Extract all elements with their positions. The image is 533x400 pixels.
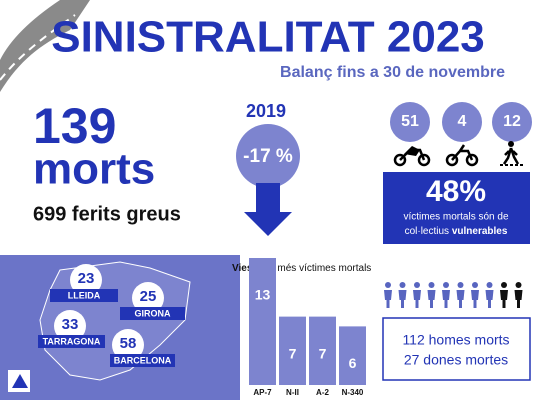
province-label-box: [50, 289, 118, 302]
vulnerable-text: col·lectius vulnerables: [405, 226, 508, 237]
person-body: [456, 290, 465, 308]
bar-value: 13: [255, 287, 271, 303]
change: -17 %: [243, 146, 293, 167]
person-body: [398, 290, 407, 308]
person-head: [385, 282, 391, 288]
bar-value: 7: [289, 345, 297, 361]
group-count: 51: [401, 113, 419, 130]
person-head: [414, 282, 420, 288]
person-head: [515, 282, 522, 288]
person-body: [485, 290, 494, 308]
injured: 699 ferits greus: [33, 203, 181, 225]
bar-value: 7: [319, 345, 327, 361]
province-label-box: [38, 335, 105, 348]
vulnerable-text: col·lectius: [405, 226, 449, 237]
person-body: [442, 290, 450, 308]
group-count: 12: [503, 113, 521, 130]
chart-title: Vies amb més víctimes mortals: [232, 263, 371, 274]
bar: [309, 316, 336, 385]
person-head: [472, 282, 478, 288]
vulnerable-box: [383, 172, 530, 244]
province-count: 58: [120, 335, 137, 352]
group-count: 4: [458, 113, 467, 130]
person-head: [501, 282, 507, 288]
bar: [249, 258, 276, 385]
deaths-label: morts: [33, 145, 155, 194]
person-head: [486, 282, 493, 288]
bar-chart: 13 AP-7 7 N-II 7 A-2 6 N-340: [249, 258, 366, 397]
person-head: [428, 282, 435, 288]
person-body: [500, 290, 508, 308]
person-head: [399, 282, 406, 288]
province-count: 33: [62, 316, 79, 333]
x-tick-label: A-2: [316, 388, 329, 397]
people-icons: [384, 282, 523, 308]
person-body: [514, 290, 523, 308]
province-circle: [70, 264, 102, 296]
person-body: [384, 290, 392, 308]
person-body: [427, 290, 436, 308]
subtitle: Balanç fins a 30 de novembre: [280, 64, 505, 81]
province-circle: [112, 329, 144, 361]
province-circle: [132, 282, 164, 314]
province-circle: [54, 310, 86, 342]
down-arrow: [244, 183, 292, 236]
person-body: [471, 290, 479, 308]
men-deaths: 112 homes morts: [402, 332, 509, 348]
road-graphic: [0, 0, 90, 92]
women-deaths: 27 dones mortes: [404, 352, 508, 368]
chart-title-rest: amb més víctimes mortals: [255, 263, 371, 274]
logo: [8, 370, 30, 392]
person-head: [443, 282, 449, 288]
vulnerable-text: víctimes mortals són de: [403, 212, 508, 223]
person-head: [457, 282, 464, 288]
province-name: LLEIDA: [68, 290, 101, 300]
province-name: TARRAGONA: [43, 336, 101, 346]
vulnerable-percent: 48%: [426, 175, 486, 208]
title: SINISTRALITAT 2023: [51, 13, 485, 62]
x-tick-label: N-340: [342, 388, 364, 397]
bar: [279, 316, 306, 385]
comparison-year: 2019: [246, 101, 286, 121]
deaths-number: 139: [33, 98, 116, 154]
change-circle: [236, 124, 300, 188]
gender-box: [382, 317, 531, 381]
province-count: 25: [140, 288, 157, 305]
x-tick-label: N-II: [286, 388, 299, 397]
x-tick-label: AP-7: [253, 388, 272, 397]
person-body: [413, 290, 421, 308]
province-label-box: [120, 307, 185, 320]
province-name: BARCELONA: [114, 355, 172, 365]
vulnerable-groups: 51 4 12: [390, 102, 532, 167]
bar-value: 6: [349, 355, 357, 371]
province-count: 23: [78, 270, 95, 287]
chart-title-bold: Vies: [232, 263, 253, 274]
province-label-box: [110, 354, 175, 367]
vulnerable-emphasis: vulnerables: [452, 226, 508, 237]
provinces: 23 LLEIDA 25 GIRONA 33 TARRAGONA 58 BARCELONA: [38, 264, 185, 367]
bar: [339, 326, 366, 385]
province-name: GIRONA: [135, 308, 172, 318]
